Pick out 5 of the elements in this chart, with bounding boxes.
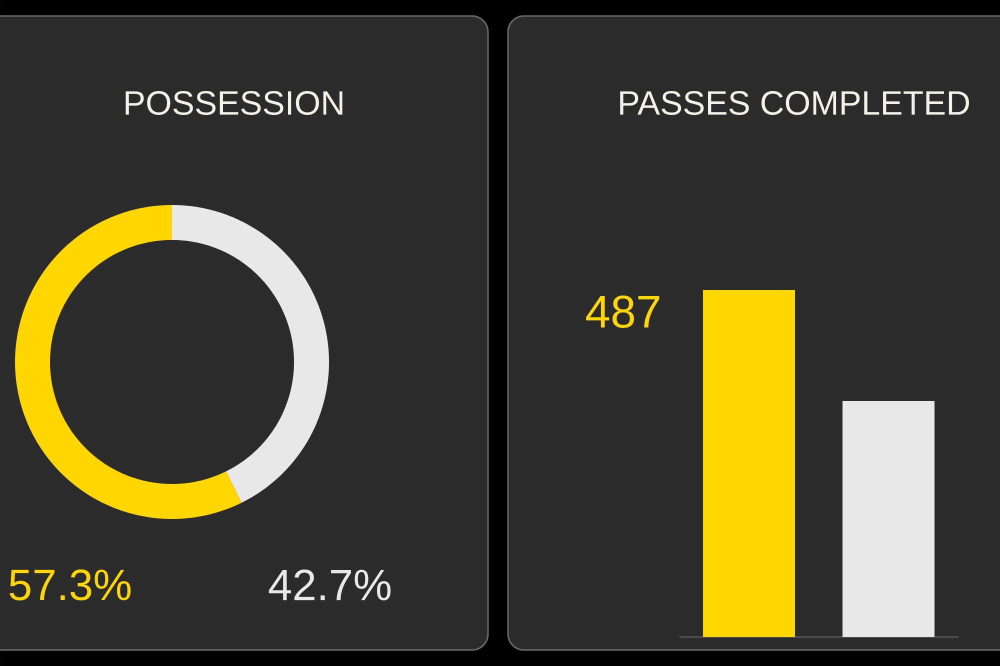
data-label: 42.7% [268,569,391,600]
data-label: 57.3% [10,569,131,600]
chart-title: PASSES COMPLETED [620,90,969,115]
chart-title: POSSESSION [126,90,342,115]
text: 487 [586,296,660,328]
